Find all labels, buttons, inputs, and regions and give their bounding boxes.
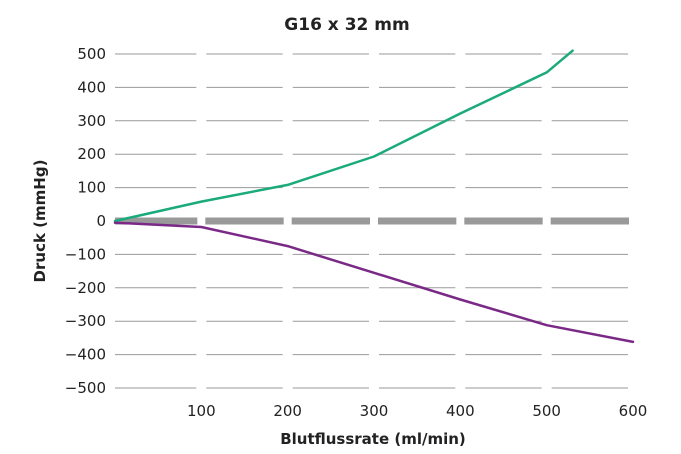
y-tick-label-8: −300 (65, 312, 106, 330)
chart-title: G16 x 32 mm (284, 15, 409, 35)
y-tick-label-9: −400 (65, 346, 106, 364)
x-tick-label-2: 300 (360, 402, 389, 420)
y-tick-labels: 500 400 300 200 100 0 −100 −200 −300 −400 −500 (65, 45, 106, 397)
y-tick-label-0: 500 (77, 45, 106, 63)
x-tick-label-4: 500 (532, 402, 561, 420)
y-tick-label-1: 400 (77, 78, 106, 96)
x-tick-label-5: 600 (619, 402, 648, 420)
y-tick-label-10: −500 (65, 379, 106, 397)
y-tick-label-6: −100 (65, 245, 106, 263)
y-tick-label-2: 300 (77, 112, 106, 130)
series-group (113, 49, 635, 344)
y-tick-label-4: 100 (77, 179, 106, 197)
y-axis-label: Druck (mmHg) (31, 160, 49, 283)
x-axis-label: Blutflussrate (ml/min) (280, 430, 466, 448)
x-tick-labels: 100 200 300 400 500 600 (187, 402, 647, 420)
x-tick-label-1: 200 (273, 402, 302, 420)
y-tick-label-3: 200 (77, 145, 106, 163)
x-tick-label-3: 400 (446, 402, 475, 420)
y-tick-label-7: −200 (65, 279, 106, 297)
series-line-1 (113, 221, 635, 344)
series-line-0 (113, 49, 574, 223)
y-tick-label-5: 0 (96, 212, 106, 230)
x-tick-label-0: 100 (187, 402, 216, 420)
